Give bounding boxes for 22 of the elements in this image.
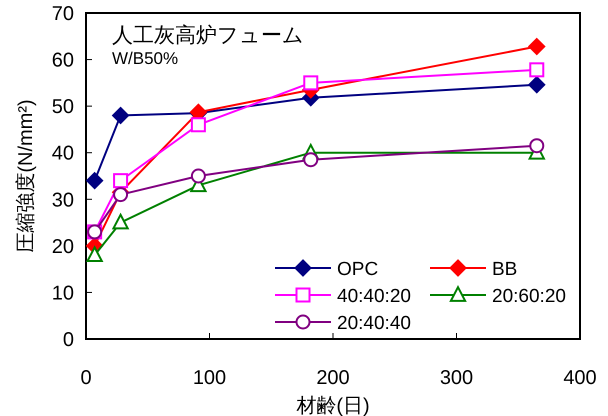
y-tick-label: 30	[52, 189, 74, 212]
y-tick-label: 0	[62, 329, 74, 351]
legend-label: 20:60:20	[492, 286, 566, 307]
x-tick-label: 400	[563, 367, 597, 389]
y-tick-label: 60	[52, 50, 74, 72]
legend-label: 20:40:40	[337, 313, 411, 334]
legend-label: 40:40:20	[337, 286, 411, 307]
y-tick-label: 40	[52, 142, 74, 165]
x-tick-label: 300	[440, 367, 474, 389]
text: 人工灰高炉フューム	[112, 24, 304, 47]
x-tick-label: 0	[80, 367, 92, 389]
legend-label: BB	[492, 259, 518, 280]
legend-label: OPC	[337, 259, 378, 280]
y-tick-label: 10	[52, 282, 74, 304]
x-axis-title: 材齢(日)	[295, 395, 370, 416]
x-tick-label: 100	[192, 367, 226, 389]
y-tick-label: 70	[52, 3, 74, 25]
y-tick-label: 50	[52, 96, 74, 118]
x-tick-label: 200	[316, 367, 350, 389]
y-tick-label: 20	[52, 236, 74, 258]
y-axis-title: 圧縮強度(N/mm²)	[15, 99, 37, 253]
text: W/B50%	[112, 49, 178, 68]
